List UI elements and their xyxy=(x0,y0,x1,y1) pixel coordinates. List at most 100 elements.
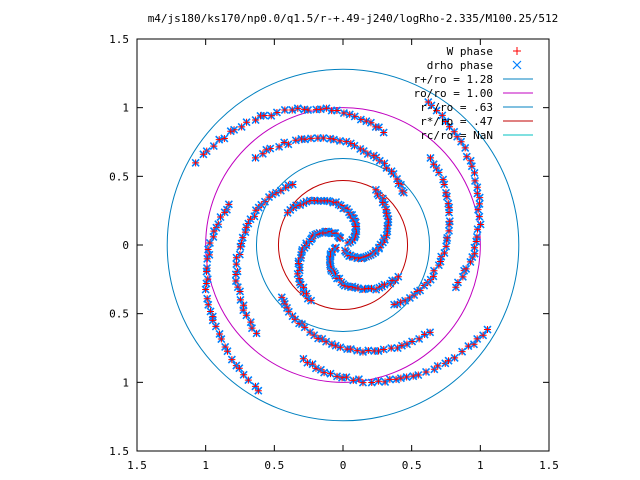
w-phase-point xyxy=(434,362,442,370)
phase-points xyxy=(191,97,492,395)
legend-label: r*/ro = .47 xyxy=(420,115,493,128)
w-phase-point xyxy=(387,344,395,352)
w-phase-point xyxy=(347,345,355,353)
w-phase-point xyxy=(192,159,200,167)
x-tick-label: 1 xyxy=(202,459,209,472)
w-phase-point xyxy=(353,347,361,355)
w-phase-point xyxy=(380,129,388,137)
w-phase-point xyxy=(380,281,388,289)
w-phase-point xyxy=(242,223,250,231)
radius-circles xyxy=(166,68,520,422)
w-phase-point xyxy=(422,368,430,376)
w-phase-point xyxy=(291,315,299,323)
w-phase-point xyxy=(221,208,229,216)
w-phase-point xyxy=(228,356,236,364)
w-phase-point xyxy=(314,334,322,342)
w-phase-point xyxy=(394,273,402,281)
w-phase-point xyxy=(416,286,424,294)
w-phase-point xyxy=(202,268,210,276)
w-phase-point xyxy=(265,193,273,201)
w-phase-point xyxy=(262,146,270,154)
circle-r*ro xyxy=(277,179,409,311)
w-phase-point xyxy=(336,343,344,351)
y-tick-label: 1.5 xyxy=(109,33,129,46)
w-phase-point xyxy=(459,273,467,281)
w-phase-point xyxy=(349,376,357,384)
w-phase-point xyxy=(474,206,482,214)
w-phase-point xyxy=(475,213,483,221)
circle-r+ro xyxy=(166,68,520,422)
w-phase-point xyxy=(275,143,283,151)
w-phase-point xyxy=(398,187,406,195)
w-phase-point xyxy=(284,209,292,217)
w-phase-point xyxy=(368,379,376,387)
w-phase-point xyxy=(307,134,315,142)
y-tick-label: 1 xyxy=(122,376,129,389)
w-phase-point xyxy=(320,369,328,377)
w-phase-point xyxy=(462,265,470,273)
w-phase-point xyxy=(312,106,320,114)
w-phase-point xyxy=(256,112,264,120)
w-phase-point xyxy=(240,371,248,379)
w-phase-point xyxy=(247,318,255,326)
w-phase-point xyxy=(312,364,320,372)
w-phase-point xyxy=(299,355,307,363)
w-phase-point xyxy=(445,227,453,235)
w-phase-point xyxy=(340,109,348,117)
x-tick-label: 0.5 xyxy=(402,459,422,472)
w-phase-point xyxy=(244,376,252,384)
w-phase-point xyxy=(380,345,388,353)
w-phase-point xyxy=(470,244,478,252)
w-phase-point xyxy=(433,107,441,115)
w-phase-point xyxy=(430,267,438,275)
y-tick-label: 0.5 xyxy=(109,308,129,321)
w-phase-point xyxy=(397,374,405,382)
w-phase-point xyxy=(446,217,454,225)
w-phase-point xyxy=(202,279,210,287)
w-phase-point xyxy=(342,138,350,146)
x-tick-label: 1.5 xyxy=(539,459,559,472)
w-phase-point xyxy=(232,277,240,285)
circle-r-ro xyxy=(255,157,431,333)
w-phase-point xyxy=(477,220,485,228)
w-phase-point xyxy=(236,287,244,295)
w-phase-point xyxy=(442,189,450,197)
w-phase-point xyxy=(210,227,218,235)
w-phase-point xyxy=(468,162,476,170)
w-phase-point xyxy=(238,123,246,131)
w-phase-point xyxy=(424,98,432,106)
w-phase-point xyxy=(280,138,288,146)
w-phase-point xyxy=(217,213,225,221)
w-phase-point xyxy=(476,200,484,208)
x-tick-label: 0 xyxy=(340,459,347,472)
w-phase-point xyxy=(300,105,308,113)
w-phase-point xyxy=(372,123,380,131)
w-phase-point xyxy=(202,286,210,294)
x-tick-label: 0.5 xyxy=(264,459,284,472)
w-phase-point xyxy=(239,234,247,242)
w-phase-point xyxy=(338,374,346,382)
w-phase-point xyxy=(473,335,481,343)
legend-label: r-/ro = .63 xyxy=(420,101,493,114)
w-phase-point xyxy=(210,142,218,150)
w-phase-point xyxy=(223,347,231,355)
w-phase-point xyxy=(267,112,275,120)
w-phase-point xyxy=(243,118,251,126)
w-phase-point xyxy=(217,335,225,343)
w-phase-point xyxy=(437,258,445,266)
w-phase-point xyxy=(439,176,447,184)
w-phase-point xyxy=(471,177,479,185)
w-phase-point xyxy=(215,136,223,144)
w-phase-point xyxy=(259,150,267,158)
w-phase-point xyxy=(346,110,354,118)
w-phase-point xyxy=(307,297,315,305)
chart-title: m4/js180/ks170/np0.0/q1.5/r-+.49-j240/lo… xyxy=(148,12,559,25)
x-tick-label: 1 xyxy=(477,459,484,472)
w-phase-point xyxy=(426,154,434,162)
w-phase-point xyxy=(467,157,475,165)
w-phase-point xyxy=(314,134,322,142)
w-phase-point xyxy=(306,328,314,336)
w-phase-point xyxy=(253,329,261,337)
w-phase-point xyxy=(333,372,341,380)
w-phase-point xyxy=(310,331,318,339)
